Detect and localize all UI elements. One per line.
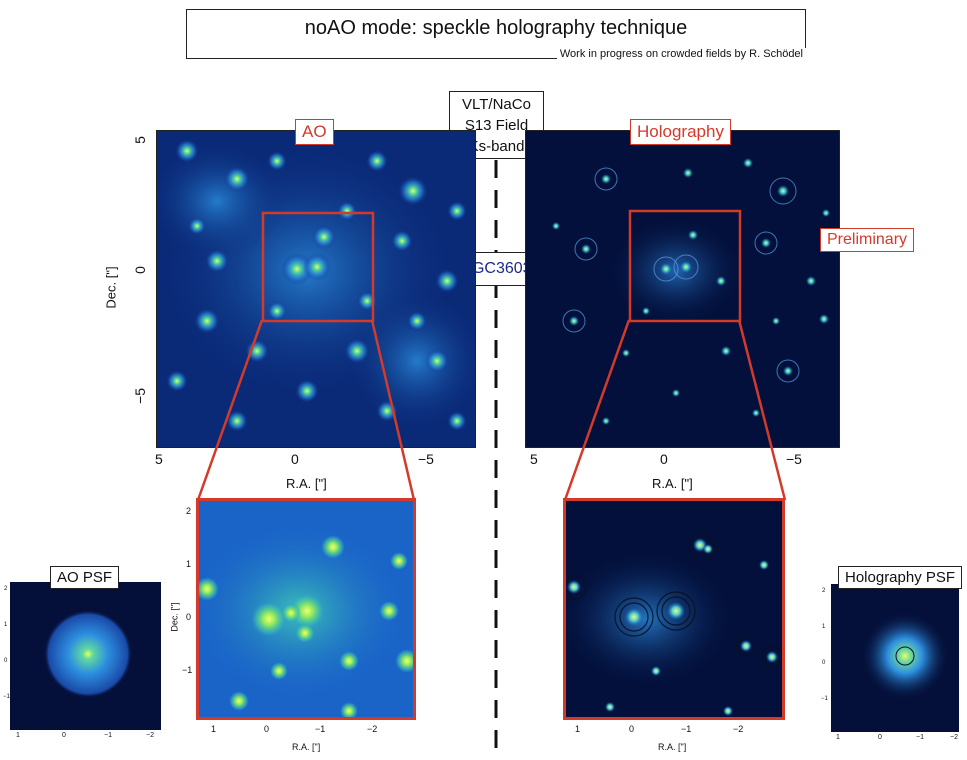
ao-psf-xtick-m1: −1 [104,732,112,739]
ao-zoom-ytick-0: 0 [186,612,192,622]
ao-xtick-0: 0 [291,451,299,467]
ao-psf-xtick-0: 0 [62,732,66,739]
ao-zoom-ylabel: Dec. ["] [169,602,180,632]
ao-zoom-xtick-0: 0 [264,724,270,734]
holo-psf-ytick-m1: −1 [821,696,828,702]
slide-title: noAO mode: speckle holography technique [304,17,688,39]
holo-zoom-xtick-1: 1 [575,724,581,734]
holo-psf-xtick-0: 0 [878,734,882,741]
holography-psf-spot [861,612,949,700]
holo-zoom-xtick-0: 0 [629,724,635,734]
credit-note: Work in progress on crowded fields by R.… [556,48,806,60]
holo-psf-ytick-1: 1 [822,624,826,630]
holo-psf-ytick-2: 2 [822,588,826,594]
holo-zoom-xtick-m2: −2 [733,724,744,734]
ao-zoom-xtick-m1: −1 [315,724,326,734]
ao-zoom-ytick-1: 1 [186,559,192,569]
ao-zoom-image [196,498,416,720]
field-line-band: Ks-band [468,138,525,155]
ao-zoom-region [261,211,375,323]
holo-zoom-xlabel: R.A. ["] [658,742,687,752]
ao-psf-ytick-m1: −1 [3,694,10,700]
holography-starfield [526,131,839,447]
ao-zoom-ytick-m1: −1 [182,665,193,675]
title-frame [186,9,806,59]
holography-zoom-stars [566,533,782,716]
ao-psf-xtick-1: 1 [16,732,20,739]
ao-psf-xtick-m2: −2 [146,732,154,739]
holography-label: Holography [630,119,731,145]
field-line-field: S13 Field [464,117,529,134]
ao-zoom-xlabel: R.A. ["] [292,742,321,752]
ao-zoom-stars [199,521,413,717]
holo-psf-xtick-m1: −1 [916,734,924,741]
ao-psf-ytick-1: 1 [4,622,8,628]
holography-zoom-image [563,498,785,720]
ao-psf-ytick-2: 2 [4,586,8,592]
ao-xtick-5: 5 [155,451,163,467]
holo-xtick-5: 5 [530,451,538,467]
ao-xlabel: R.A. ["] [286,476,327,491]
ao-psf-spot [44,610,132,698]
holography-zoom-region [628,209,742,323]
ao-psf-ytick-0: 0 [4,658,8,664]
holo-xtick-m5: −5 [786,451,802,467]
ao-stars [166,139,467,432]
holo-psf-xtick-m2: −2 [950,734,958,741]
ao-zoom-xtick-m2: −2 [367,724,378,734]
ao-xtick-m5: −5 [418,451,434,467]
ao-psf-label: AO PSF [50,566,120,589]
holo-xlabel: R.A. ["] [652,476,693,491]
ao-zoom-xtick-1: 1 [211,724,217,734]
holography-stars [552,158,830,425]
holography-psf-image [831,584,959,732]
ao-psf-image [10,582,161,730]
ao-image [156,130,476,448]
holo-xtick-0: 0 [660,451,668,467]
ao-zoom-ytick-2: 2 [186,506,192,516]
ao-label: AO [295,119,334,145]
holography-psf-label: Holography PSF [838,566,963,589]
holo-psf-xtick-1: 1 [836,734,840,741]
holography-image [525,130,840,448]
ao-starfield [157,131,475,447]
holo-psf-ytick-0: 0 [822,660,826,666]
field-line-instrument: VLT/NaCo [462,96,531,113]
preliminary-label: Preliminary [820,228,915,252]
holo-zoom-xtick-m1: −1 [681,724,692,734]
